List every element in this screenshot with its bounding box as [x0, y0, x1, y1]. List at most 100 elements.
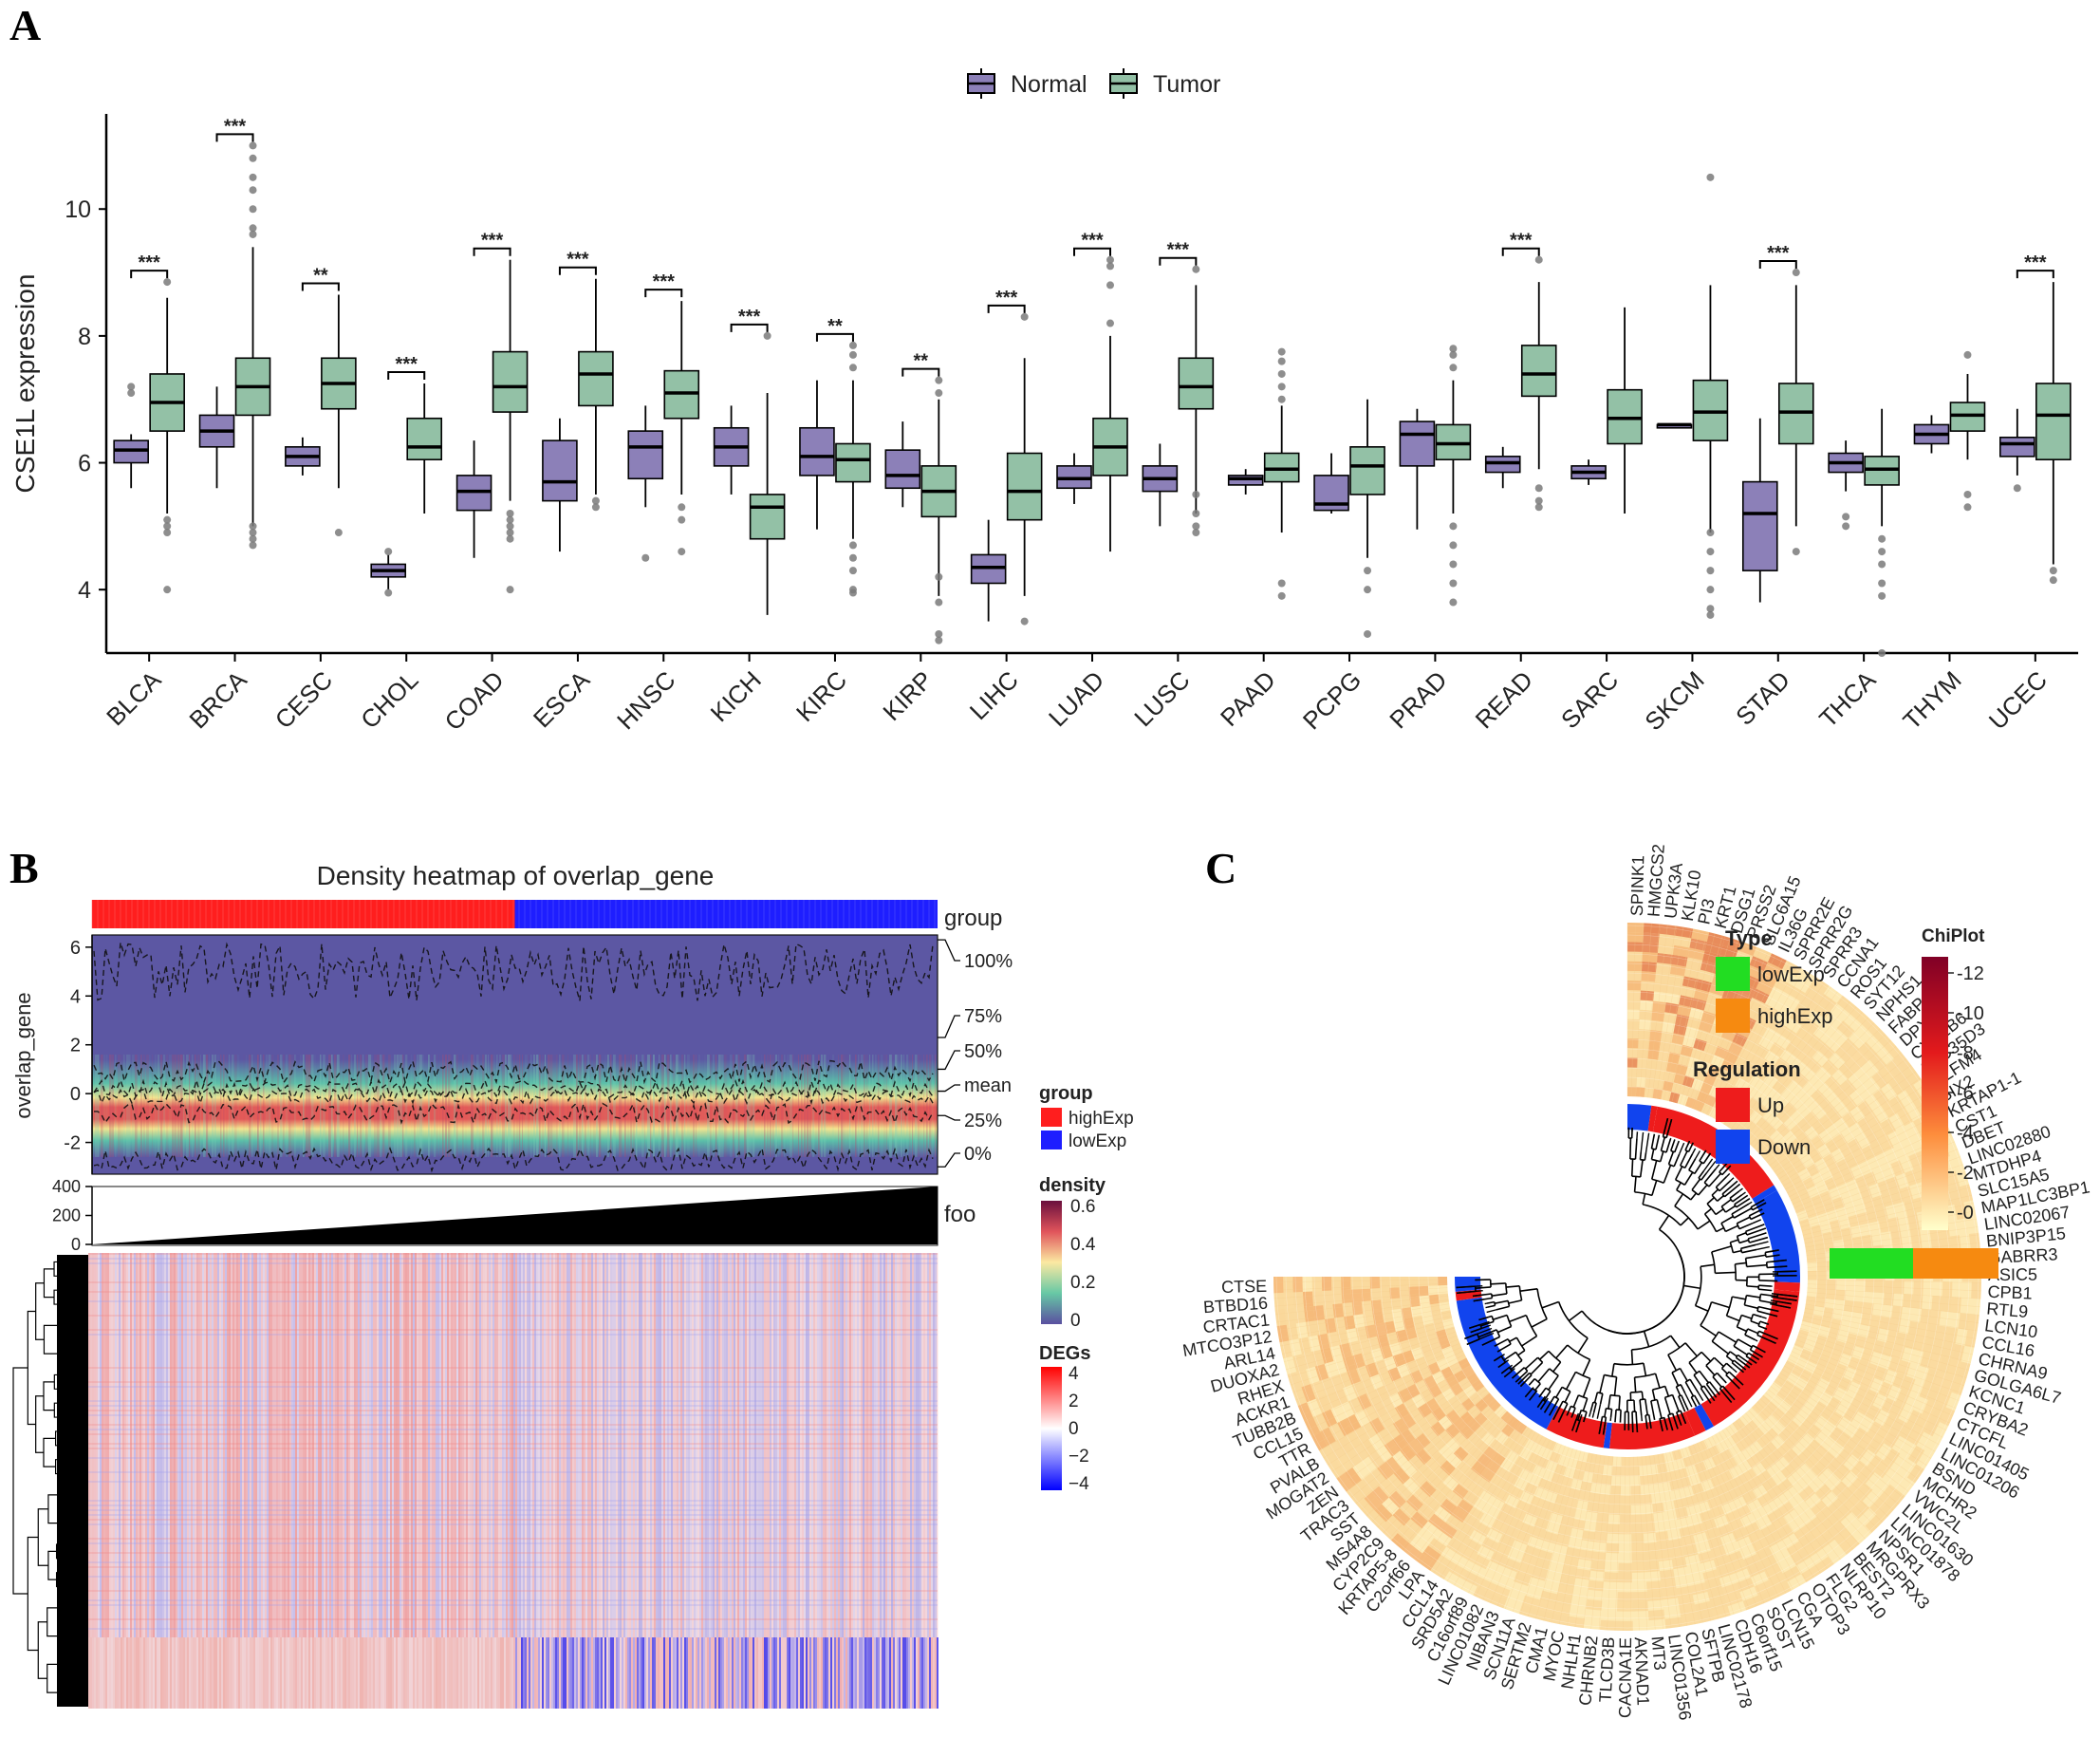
box-normal-chol: [370, 548, 407, 597]
box-normal-hnsc: [627, 405, 664, 562]
type-annotation-highexp: [1913, 1248, 1998, 1279]
svg-text:***: ***: [1510, 231, 1533, 252]
regulation-legend: Regulation Up Down: [1693, 1057, 1811, 1164]
type-annotation-bar: [1830, 1248, 1998, 1279]
x-tick-label: LUAD: [1043, 665, 1109, 732]
significance-lihc: ***: [987, 288, 1026, 313]
box-tumor-stad: [1777, 269, 1814, 556]
svg-text:***: ***: [1081, 231, 1104, 252]
panel-a-boxes: *********************** ********** *** ****…: [113, 116, 2072, 657]
box-normal-stad: [1741, 418, 1778, 603]
box-normal-ucec: [1999, 408, 2035, 493]
panel-a-legend: Normal Tumor: [967, 68, 1220, 99]
gene-label: CTSE: [1221, 1277, 1267, 1297]
type-annotation-lowexp: [1830, 1248, 1913, 1279]
chiplot-colorbar-tick: -4: [1957, 1123, 1974, 1144]
significance-esca: ***: [558, 250, 597, 275]
x-tick-label: ESCA: [528, 665, 596, 734]
box-tumor-kirc: [835, 341, 871, 597]
density-y-tick: 6: [70, 938, 81, 959]
density-y-tick: 0: [70, 1084, 81, 1105]
x-tick-label: THYM: [1897, 665, 1966, 735]
density-y-axis: -2 0 2 4 6: [64, 935, 93, 1174]
density-y-tick: 2: [70, 1036, 81, 1056]
x-tick-label: READ: [1470, 665, 1538, 734]
svg-text:***: ***: [481, 231, 504, 252]
regulation-legend-swatch-up: [1716, 1088, 1750, 1122]
quantile-line: [93, 1146, 934, 1173]
box-tumor-lihc: [1006, 312, 1043, 626]
significance-lusc: ***: [1159, 240, 1198, 266]
x-tick-label: KIRC: [790, 665, 852, 727]
box-tumor-ucec: [2035, 282, 2072, 585]
svg-text:**: **: [827, 316, 843, 337]
degs-legend-tick: −4: [1069, 1474, 1089, 1494]
density-y-label: overlap_gene: [11, 992, 35, 1118]
box-tumor-blca: [149, 278, 185, 594]
x-tick-label: BRCA: [183, 665, 252, 735]
box-tumor-thca: [1864, 408, 1900, 657]
box-tumor-brca: [234, 141, 271, 550]
significance-kirc: **: [815, 316, 854, 342]
type-legend-swatch-high: [1716, 999, 1750, 1033]
type-legend-swatch-low: [1716, 957, 1750, 991]
quantile-label: mean: [964, 1075, 1012, 1096]
group-bar-label: group: [944, 906, 1002, 931]
y-axis-title: CSE1L expression: [10, 274, 40, 494]
box-normal-prad: [1399, 408, 1436, 530]
group-legend: group highExp lowExp: [1039, 1083, 1134, 1151]
box-tumor-cesc: [321, 294, 357, 537]
significance-read: ***: [1501, 231, 1540, 256]
gene-label: SPINK1: [1627, 855, 1647, 916]
quantile-label: 25%: [964, 1111, 1002, 1131]
x-tick-label: PRAD: [1384, 665, 1452, 734]
box-tumor-read: [1520, 255, 1557, 512]
density-stripes: [92, 1055, 937, 1157]
box-normal-read: [1484, 446, 1521, 489]
box-normal-kirc: [799, 380, 835, 530]
svg-text:***: ***: [224, 116, 247, 137]
density-band: [92, 935, 938, 1174]
box-tumor-kich: [749, 331, 786, 615]
degs-legend-tick: 0: [1069, 1419, 1079, 1439]
degs-heatmap-rows: [88, 1253, 938, 1630]
regulation-legend-swatch-down: [1716, 1130, 1750, 1164]
group-legend-high-label: highExp: [1069, 1109, 1134, 1129]
degs-legend-title: DEGs: [1039, 1343, 1090, 1364]
box-tumor-prad: [1435, 345, 1472, 607]
quantile-line: [93, 1077, 934, 1100]
legend-label-tumor: Tumor: [1153, 71, 1220, 98]
gene-label: AKNAD1: [1631, 1636, 1653, 1706]
foo-tick-label: 400: [52, 1177, 81, 1196]
regulation-legend-up-label: Up: [1757, 1093, 1784, 1117]
x-tick-label: SARC: [1555, 665, 1624, 734]
chiplot-colorbar-tick: -10: [1957, 1003, 1984, 1024]
x-tick-label: PAAD: [1215, 665, 1281, 732]
degs-legend-colorbar: [1041, 1367, 1062, 1490]
chiplot-colorbar-title: ChiPlot: [1922, 926, 1985, 946]
foo-tick-label: 0: [71, 1235, 81, 1254]
chiplot-colorbar-tick: -0: [1957, 1203, 1974, 1224]
quantile-label: 75%: [964, 1006, 1002, 1027]
svg-text:***: ***: [138, 252, 160, 273]
svg-text:***: ***: [396, 354, 418, 375]
box-normal-paad: [1227, 469, 1264, 495]
svg-text:***: ***: [738, 307, 761, 327]
box-tumor-chol: [406, 383, 443, 514]
gene-label: MT3: [1648, 1635, 1670, 1672]
svg-text:***: ***: [1167, 240, 1190, 261]
group-legend-title: group: [1039, 1083, 1093, 1104]
box-tumor-sarc: [1607, 307, 1643, 514]
degs-legend-tick: 4: [1069, 1364, 1079, 1384]
box-tumor-coad: [492, 259, 529, 594]
svg-text:***: ***: [653, 271, 676, 292]
chiplot-colorbar: [1922, 957, 1948, 1230]
quantile-line: [93, 942, 934, 1001]
quantile-label: 0%: [964, 1144, 992, 1165]
box-normal-kich: [713, 405, 750, 495]
svg-text:**: **: [313, 265, 328, 286]
significance-hnsc: ***: [644, 271, 683, 298]
box-tumor-skcm: [1692, 173, 1729, 619]
density-y-tick: 4: [70, 986, 81, 1007]
